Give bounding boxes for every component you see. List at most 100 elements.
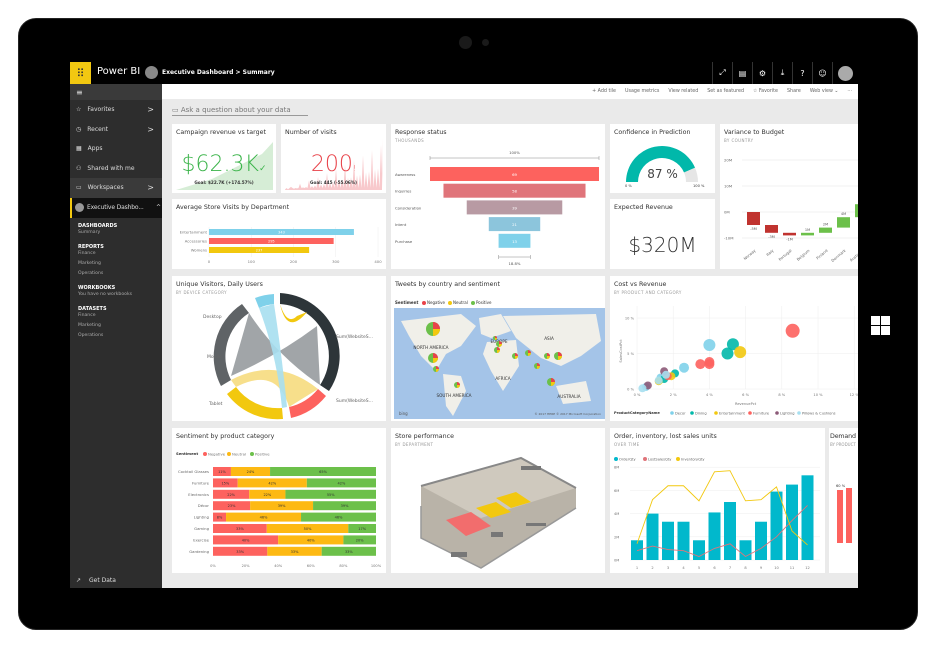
tile-order-inventory[interactable]: Order, inventory, lost sales units OVER … xyxy=(610,428,825,573)
download-icon[interactable]: ⤓ xyxy=(772,62,792,84)
tile-expected-revenue[interactable]: Expected Revenue $320M xyxy=(610,199,715,269)
tile-tweets-map[interactable]: Tweets by country and sentiment Sentimen… xyxy=(391,276,605,421)
tile-title: Expected Revenue xyxy=(614,204,673,211)
bar-orderqty xyxy=(631,540,643,560)
tweet-pie-negative xyxy=(495,336,497,338)
funnel-chart: 100% 69 Awareness 58 Inquiries 39 Consideratio… xyxy=(395,150,600,266)
segment-label: 24% xyxy=(247,470,255,474)
stacked-segment-negative xyxy=(213,535,279,545)
tile-sentiment[interactable]: Sentiment by product category Sentiment N… xyxy=(172,428,386,573)
funnel-category: Awareness xyxy=(395,172,415,177)
chord-label-sum-2: Sum(WebsiteS... xyxy=(336,398,373,404)
chevron-right-icon[interactable]: > xyxy=(147,183,154,193)
qa-input[interactable]: ▭ Ask a question about your data xyxy=(172,106,308,116)
sidebar-subitem[interactable]: Finance xyxy=(78,312,96,318)
y-tick: 2M xyxy=(614,535,619,539)
sidebar-item-recent[interactable]: ◷ Recent > xyxy=(70,120,162,140)
bar-orderqty xyxy=(693,540,705,560)
sidebar-item-favorites[interactable]: ☆ Favorites > xyxy=(70,100,162,120)
gear-icon[interactable]: ⚙ xyxy=(752,62,772,84)
hamburger-icon[interactable]: ≡ xyxy=(70,84,162,100)
toolbar-action-6[interactable]: Web view ⌄ xyxy=(809,89,839,94)
funnel-value: 39 xyxy=(512,205,517,210)
legend-marker xyxy=(690,411,694,415)
tile-response-status[interactable]: Response status THOUSANDS 100% 69 Awarenes… xyxy=(391,124,605,269)
map[interactable]: Sentiment Negative Neutral Positive NORT… xyxy=(391,276,605,421)
sidebar-subitem[interactable]: Operations xyxy=(78,332,104,338)
sidebar-subitem[interactable]: Marketing xyxy=(78,322,101,328)
x-tick: 20% xyxy=(242,564,251,568)
x-tick: 7 xyxy=(729,566,731,570)
legend-marker xyxy=(250,452,254,456)
funnel-bar-intent xyxy=(488,217,541,232)
stacked-segment-neutral xyxy=(230,467,271,476)
app-launcher-icon[interactable]: ⠿ xyxy=(70,62,91,84)
y-tick: 8M xyxy=(614,466,619,470)
toolbar-action-7[interactable]: ··· xyxy=(847,89,852,94)
windows-logo-icon[interactable] xyxy=(871,316,891,336)
x-tick: 400 xyxy=(374,259,382,264)
toolbar-action-0[interactable]: + Add tile xyxy=(592,89,616,94)
breadcrumb-page[interactable]: Summary xyxy=(242,69,275,76)
tile-confidence[interactable]: Confidence in Prediction 87 % 0 % 100 % xyxy=(610,124,715,193)
get-data-button[interactable]: ↗ Get Data xyxy=(76,577,116,584)
tile-title: Order, inventory, lost sales units xyxy=(614,433,717,440)
waterfall-bar-italy xyxy=(765,225,778,233)
sidebar-subitem[interactable]: You have no workbooks xyxy=(78,291,132,297)
y-tick: 10 % xyxy=(625,317,635,321)
toolbar-action-2[interactable]: View related xyxy=(668,89,699,94)
alert-icon: ! xyxy=(352,164,357,173)
tile-cost-vs-revenue[interactable]: Cost vs Revenue BY PRODUCT AND CATEGORY … xyxy=(610,276,858,421)
chord-chart: Desktop Mobile Tablet Sum(WebsiteS... Su… xyxy=(203,293,373,420)
segment-label: 40% xyxy=(307,538,315,542)
tile-title: Campaign revenue vs target xyxy=(176,129,266,136)
smiley-icon[interactable]: ☺ xyxy=(812,62,832,84)
sidebar-subitem[interactable]: Operations xyxy=(78,270,104,276)
combo-chart: 0M 2M 4M 6M 8M OrderQty LostSalesQty InventoryQ… xyxy=(614,457,820,570)
scatter-point-decor xyxy=(679,362,690,373)
chevron-right-icon[interactable]: > xyxy=(147,105,154,115)
sidebar-item-shared-with-me[interactable]: ⚇ Shared with me xyxy=(70,159,162,179)
y-category: Electronics xyxy=(188,492,209,497)
toolbar-action-3[interactable]: Set as featured xyxy=(707,89,744,94)
tile-title: Demand xyxy=(830,433,856,440)
breadcrumb-workspace[interactable]: Executive Dashboard xyxy=(162,69,234,76)
sidebar-item-apps[interactable]: ▦ Apps xyxy=(70,139,162,159)
legend-marker xyxy=(775,411,779,415)
x-tick: 100% xyxy=(371,564,382,568)
legend-positive: Positive xyxy=(476,300,492,305)
workspace-icon xyxy=(145,66,158,79)
check-icon: ✓ xyxy=(258,164,267,174)
legend-marker xyxy=(714,411,718,415)
breadcrumb: Executive Dashboard > Summary xyxy=(162,69,275,76)
stacked-segment-negative xyxy=(213,524,267,533)
comment-icon[interactable]: ▤ xyxy=(732,62,752,84)
tile-store-performance[interactable]: Store performance BY DEPARTMENT xyxy=(391,428,605,573)
tile-demand[interactable]: Demand BY PRODUCT 60 % xyxy=(829,428,858,573)
tile-variance-to-budget[interactable]: Variance to Budget BY COUNTRY 20M 10M 0M -1… xyxy=(720,124,858,269)
user-avatar-icon[interactable] xyxy=(832,62,858,84)
tile-number-of-visits[interactable]: Number of visits 200! Goal: 445 (-55.06%… xyxy=(281,124,386,193)
toolbar-action-4[interactable]: ☆ Favorite xyxy=(753,89,778,94)
sidebar-subitem[interactable]: Marketing xyxy=(78,260,101,266)
help-icon[interactable]: ? xyxy=(792,62,812,84)
tweet-pie-negative xyxy=(436,366,439,369)
toolbar-action-5[interactable]: Share xyxy=(787,89,801,94)
tile-avg-store-visits[interactable]: Average Store Visits by Department 0 100 2… xyxy=(172,199,386,269)
sidebar-subitem[interactable]: Summary xyxy=(78,229,101,235)
gauge-max: 100 % xyxy=(693,184,705,188)
fullscreen-icon[interactable]: ⤢ xyxy=(712,62,732,84)
sidebar-item-executive-dashboard[interactable]: Executive Dashbo... ^ xyxy=(70,197,162,218)
tweet-pie-negative xyxy=(558,352,562,356)
tile-campaign-revenue[interactable]: Campaign revenue vs target $62.3K✓ Goal:… xyxy=(172,124,276,193)
chevron-right-icon[interactable]: > xyxy=(147,124,154,134)
sidebar-item-workspaces[interactable]: ▭ Workspaces > xyxy=(70,178,162,198)
funnel-category: Inquiries xyxy=(395,189,411,194)
sidebar-subitem[interactable]: Finance xyxy=(78,250,96,256)
tile-unique-visitors[interactable]: Unique Visitors, Daily Users BY DEVICE C… xyxy=(172,276,386,421)
toolbar-action-1[interactable]: Usage metrics xyxy=(624,89,660,94)
bar-orderqty xyxy=(786,484,798,560)
chevron-up-icon[interactable]: ^ xyxy=(155,204,161,211)
tile-title: Number of visits xyxy=(285,129,337,136)
expected-revenue-value: $320M xyxy=(628,233,697,257)
